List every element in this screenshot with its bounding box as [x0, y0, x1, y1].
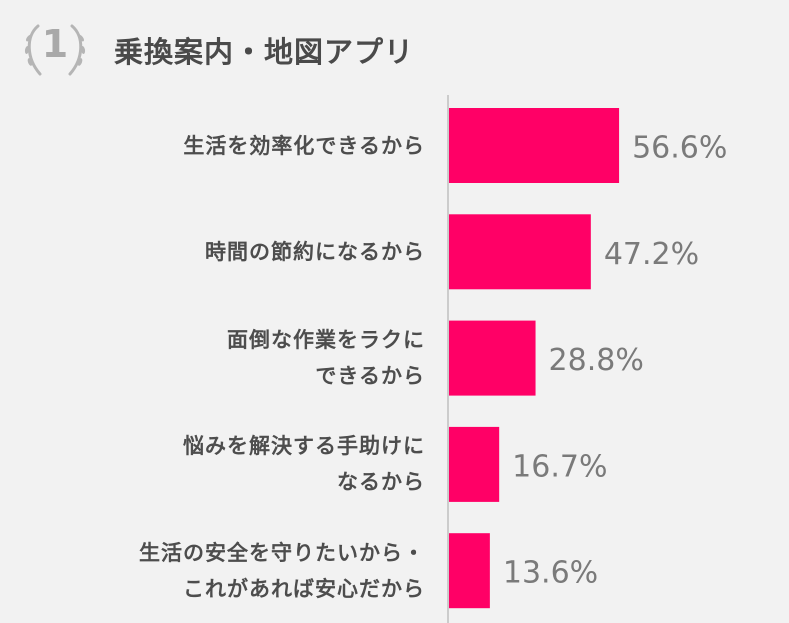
value-label-4: 16.7% [512, 449, 607, 484]
bar-1 [449, 108, 620, 183]
chart-title: 乗換案内・地図アプリ [114, 35, 415, 69]
value-label-1: 56.6% [632, 131, 727, 166]
bar-4 [449, 426, 500, 502]
category-label-line: 生活の安全を守りたいから・ [139, 540, 425, 565]
category-label-1: 生活を効率化できるから [183, 128, 425, 164]
category-label-3: 面倒な作業をラクにできるから [227, 322, 425, 394]
rank-badge: 1 [18, 18, 92, 82]
laurel-icon [24, 24, 86, 76]
category-label-line: できるから [315, 364, 425, 389]
value-label-3: 28.8% [549, 343, 644, 378]
category-label-2: 時間の節約になるから [205, 234, 425, 270]
category-label-5: 生活の安全を守りたいから・これがあれば安心だから [139, 535, 425, 607]
category-label-4: 悩みを解決する手助けになるから [183, 428, 425, 500]
bar-3 [449, 320, 536, 396]
rank-number: 1 [41, 22, 69, 66]
category-label-line: なるから [337, 470, 425, 495]
category-label-line: 面倒な作業をラクに [227, 328, 425, 353]
category-label-line: 時間の節約になるから [205, 239, 425, 264]
category-label-line: これがあれば安心だから [183, 576, 425, 601]
bar-2 [449, 214, 591, 290]
value-label-2: 47.2% [604, 237, 699, 272]
category-label-line: 悩みを解決する手助けに [183, 434, 425, 459]
category-label-line: 生活を効率化できるから [183, 133, 425, 158]
chart-header: 1 乗換案内・地図アプリ [18, 18, 414, 82]
value-label-5: 13.6% [503, 556, 598, 591]
bar-5 [449, 533, 490, 609]
